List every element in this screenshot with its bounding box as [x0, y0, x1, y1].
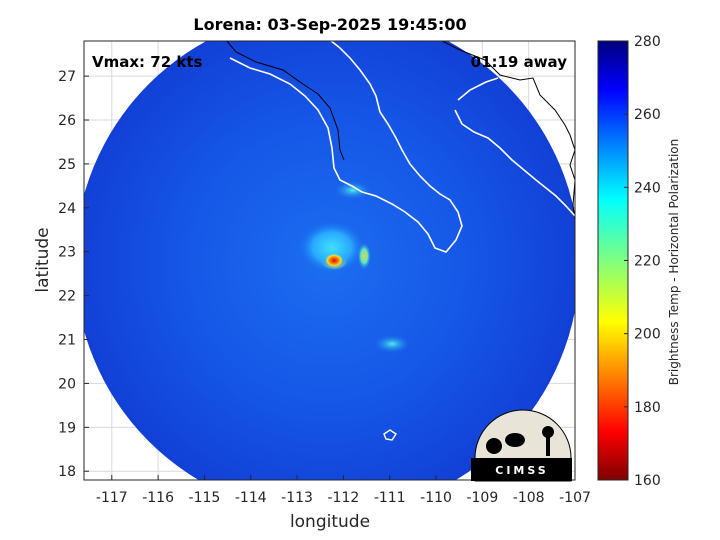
cimss-logo: CIMSS [471, 409, 572, 482]
inner-band [299, 221, 365, 273]
y-tick-label: 26 [58, 113, 76, 129]
island-socorro [383, 429, 397, 441]
outer-band-east [357, 242, 372, 271]
x-tick-label: -107 [559, 490, 591, 506]
time-away-label: 01:19 away [471, 53, 568, 71]
y-tick-label: 18 [58, 464, 76, 480]
x-tick-label: -111 [374, 490, 406, 506]
storm-features [299, 180, 411, 354]
colorbar-tick-label: 200 [634, 327, 661, 343]
colorbar-tick-label: 160 [634, 473, 661, 489]
y-tick-label: 24 [58, 201, 76, 217]
coastline [226, 41, 575, 441]
x-tick-label: -117 [96, 490, 128, 506]
colorbar-tick-label: 240 [634, 180, 661, 196]
x-tick-label: -114 [235, 490, 267, 506]
colorbar [597, 40, 629, 481]
colorbar-label: Brightness Temp - Horizontal Polarizatio… [667, 139, 681, 386]
coastline-mainland [454, 109, 575, 217]
y-tick-label: 20 [58, 376, 76, 392]
coastline-gulf-north [457, 77, 499, 101]
x-axis: -117 -116 -115 -114 -113 -112 -111 -110 -109 -108… [96, 475, 591, 506]
x-tick-label: -109 [466, 490, 498, 506]
chart-title: Lorena: 03-Sep-2025 19:45:00 [193, 15, 466, 34]
vmax-label: Vmax: 72 kts [92, 53, 202, 71]
storm-core [324, 253, 344, 268]
land-outline [226, 41, 575, 221]
x-tick-label: -116 [142, 490, 174, 506]
coastline-baja [229, 41, 463, 253]
colorbar-tick-label: 220 [634, 254, 661, 270]
x-tick-label: -113 [281, 490, 313, 506]
x-tick-label: -115 [189, 490, 221, 506]
colorbar-tick-label: 280 [634, 34, 661, 50]
cell-south [373, 334, 411, 354]
y-tick-label: 19 [58, 420, 76, 436]
x-axis-label: longitude [290, 512, 370, 532]
band-north [334, 180, 372, 200]
y-tick-label: 23 [58, 245, 76, 261]
y-tick-label: 21 [58, 333, 76, 349]
colorbar-ticks: 160 180 200 220 240 260 280 [624, 34, 661, 489]
y-tick-label: 27 [58, 69, 76, 85]
y-tick-label: 22 [58, 289, 76, 305]
x-tick-label: -112 [328, 490, 360, 506]
logo-text: CIMSS [495, 464, 548, 477]
y-axis-label: latitude [33, 227, 53, 292]
x-tick-label: -108 [513, 490, 545, 506]
x-tick-label: -110 [420, 490, 452, 506]
colorbar-tick-label: 260 [634, 107, 661, 123]
axes-frame [83, 40, 576, 481]
y-tick-label: 25 [58, 157, 76, 173]
y-axis: 18 19 20 21 22 23 24 25 26 27 [58, 69, 89, 480]
colorbar-tick-label: 180 [634, 400, 661, 416]
